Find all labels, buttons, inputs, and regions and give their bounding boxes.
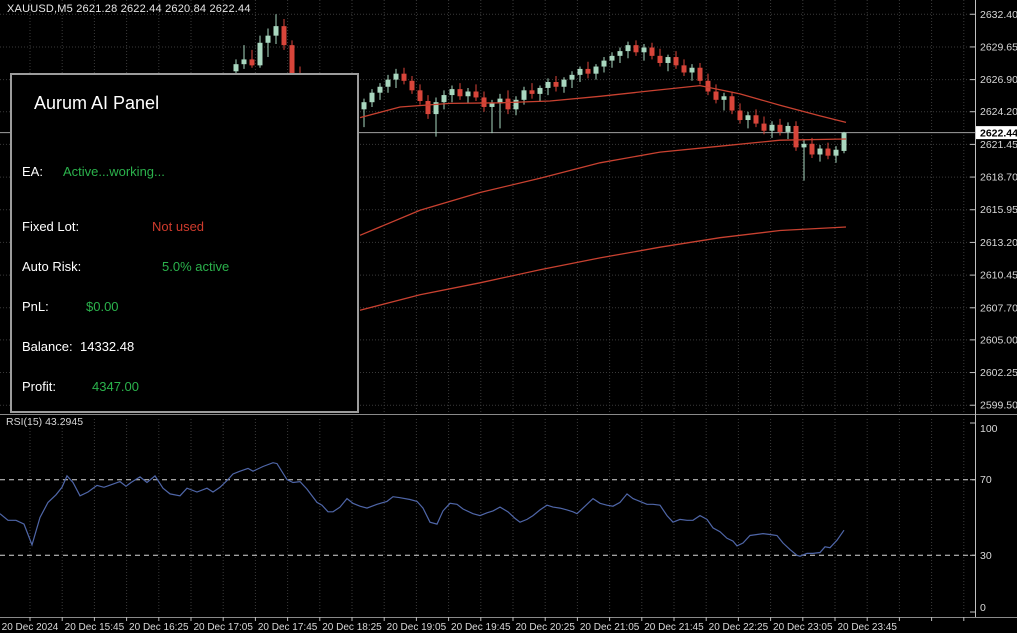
ea-label: EA: <box>22 164 43 179</box>
symbol-ohlc-header: XAUUSD,M5 2621.28 2622.44 2620.84 2622.4… <box>7 3 251 15</box>
svg-text:20 Dec 2024: 20 Dec 2024 <box>2 622 59 633</box>
moving-averages <box>359 84 847 311</box>
svg-text:2613.20: 2613.20 <box>980 237 1017 249</box>
svg-text:2610.45: 2610.45 <box>980 270 1017 282</box>
ma-mid <box>359 138 847 236</box>
svg-text:2629.65: 2629.65 <box>980 41 1017 53</box>
panel-row-profit: Profit: 4347.00 <box>22 379 139 394</box>
svg-text:2624.20: 2624.20 <box>980 106 1017 118</box>
ma-fast <box>359 84 847 124</box>
svg-text:20 Dec 19:05: 20 Dec 19:05 <box>387 622 447 633</box>
panel-row-balance: Balance: 14332.48 <box>22 339 134 354</box>
auto-risk-label: Auto Risk: <box>22 259 82 274</box>
svg-text:30: 30 <box>980 550 992 562</box>
svg-text:20 Dec 17:45: 20 Dec 17:45 <box>258 622 318 633</box>
svg-text:100: 100 <box>980 423 998 435</box>
svg-text:20 Dec 22:25: 20 Dec 22:25 <box>709 622 769 633</box>
svg-text:2632.40: 2632.40 <box>980 9 1017 21</box>
svg-text:20 Dec 20:25: 20 Dec 20:25 <box>515 622 575 633</box>
panel-title: Aurum AI Panel <box>34 93 160 113</box>
profit-label: Profit: <box>22 379 56 394</box>
svg-text:2605.00: 2605.00 <box>980 334 1017 346</box>
price-axis[interactable]: 2632.40 2629.65 2626.90 2624.20 2621.45 2618.… <box>970 9 1017 412</box>
ma-slow <box>359 226 847 311</box>
svg-text:2599.50: 2599.50 <box>980 400 1017 412</box>
rsi-line <box>0 462 845 557</box>
svg-text:70: 70 <box>980 474 992 486</box>
aurum-ai-panel: Aurum AI Panel EA: Active...working... F… <box>10 73 359 413</box>
rsi-axis[interactable]: 100 70 30 0 <box>970 422 998 614</box>
svg-text:2607.70: 2607.70 <box>980 302 1017 314</box>
svg-text:20 Dec 15:45: 20 Dec 15:45 <box>65 622 125 633</box>
time-axis[interactable]: 20 Dec 2024 20 Dec 15:45 20 Dec 16:25 20 De… <box>2 617 965 633</box>
candlesticks <box>233 14 847 181</box>
panel-row-auto-risk: Auto Risk: 5.0% active <box>22 259 229 274</box>
svg-text:20 Dec 23:05: 20 Dec 23:05 <box>773 622 833 633</box>
svg-text:2602.25: 2602.25 <box>980 367 1017 379</box>
svg-text:20 Dec 23:45: 20 Dec 23:45 <box>837 622 897 633</box>
auto-risk-value: 5.0% active <box>162 259 230 274</box>
svg-text:2622.44: 2622.44 <box>980 128 1017 140</box>
panel-row-pnl: PnL: $0.00 <box>22 299 119 314</box>
ea-status-value: Active...working... <box>63 164 165 179</box>
balance-value: 14332.48 <box>80 339 135 354</box>
svg-text:20 Dec 16:25: 20 Dec 16:25 <box>129 622 189 633</box>
svg-text:20 Dec 21:45: 20 Dec 21:45 <box>644 622 704 633</box>
svg-text:2621.45: 2621.45 <box>980 139 1017 151</box>
panel-row-fixed-lot: Fixed Lot: Not used <box>22 219 204 234</box>
svg-text:20 Dec 21:05: 20 Dec 21:05 <box>580 622 640 633</box>
rsi-indicator-label: RSI(15) 43.2945 <box>6 416 84 428</box>
svg-text:2615.95: 2615.95 <box>980 204 1017 216</box>
current-price-tag: 2622.44 <box>976 126 1017 140</box>
svg-text:20 Dec 19:45: 20 Dec 19:45 <box>451 622 511 633</box>
fixed-lot-value: Not used <box>152 219 205 234</box>
svg-text:2618.70: 2618.70 <box>980 172 1017 184</box>
rsi-level-lines <box>0 479 975 556</box>
pnl-value: $0.00 <box>86 299 119 314</box>
balance-label: Balance: <box>22 339 73 354</box>
pnl-label: PnL: <box>22 299 49 314</box>
panel-row-ea: EA: Active...working... <box>22 164 165 179</box>
svg-text:20 Dec 17:05: 20 Dec 17:05 <box>193 622 253 633</box>
svg-text:0: 0 <box>980 602 986 614</box>
svg-text:2626.90: 2626.90 <box>980 74 1017 86</box>
profit-value: 4347.00 <box>92 379 139 394</box>
fixed-lot-label: Fixed Lot: <box>22 219 80 234</box>
pane-separators <box>0 0 1017 618</box>
svg-text:20 Dec 18:25: 20 Dec 18:25 <box>322 622 382 633</box>
